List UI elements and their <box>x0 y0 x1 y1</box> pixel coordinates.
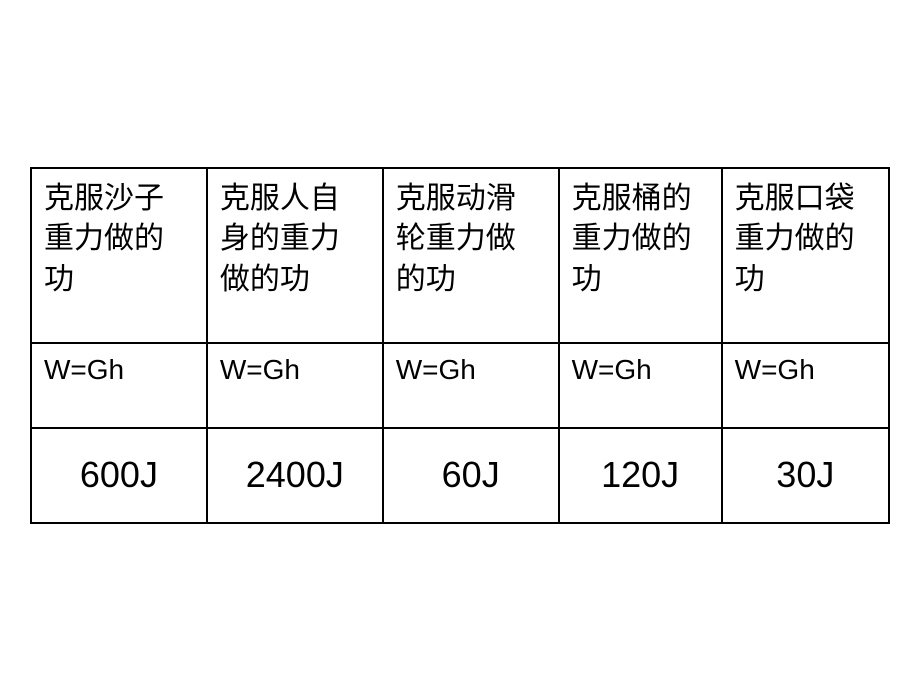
formula-cell-bucket: W=Gh <box>559 343 722 428</box>
header-row: 克服沙子重力做的功 克服人自身的重力做的功 克服动滑轮重力做的功 克服桶的重力做… <box>31 168 889 343</box>
header-cell-pulley: 克服动滑轮重力做的功 <box>383 168 559 343</box>
formula-cell-person: W=Gh <box>207 343 383 428</box>
value-cell-sand: 600J <box>31 428 207 523</box>
value-cell-bag: 30J <box>722 428 889 523</box>
header-cell-bag: 克服口袋重力做的功 <box>722 168 889 343</box>
value-cell-pulley: 60J <box>383 428 559 523</box>
value-cell-person: 2400J <box>207 428 383 523</box>
formula-cell-pulley: W=Gh <box>383 343 559 428</box>
formula-cell-sand: W=Gh <box>31 343 207 428</box>
work-table: 克服沙子重力做的功 克服人自身的重力做的功 克服动滑轮重力做的功 克服桶的重力做… <box>30 167 890 524</box>
value-row: 600J 2400J 60J 120J 30J <box>31 428 889 523</box>
header-cell-sand: 克服沙子重力做的功 <box>31 168 207 343</box>
value-cell-bucket: 120J <box>559 428 722 523</box>
formula-cell-bag: W=Gh <box>722 343 889 428</box>
work-table-container: 克服沙子重力做的功 克服人自身的重力做的功 克服动滑轮重力做的功 克服桶的重力做… <box>30 167 890 524</box>
formula-row: W=Gh W=Gh W=Gh W=Gh W=Gh <box>31 343 889 428</box>
header-cell-bucket: 克服桶的重力做的功 <box>559 168 722 343</box>
header-cell-person: 克服人自身的重力做的功 <box>207 168 383 343</box>
